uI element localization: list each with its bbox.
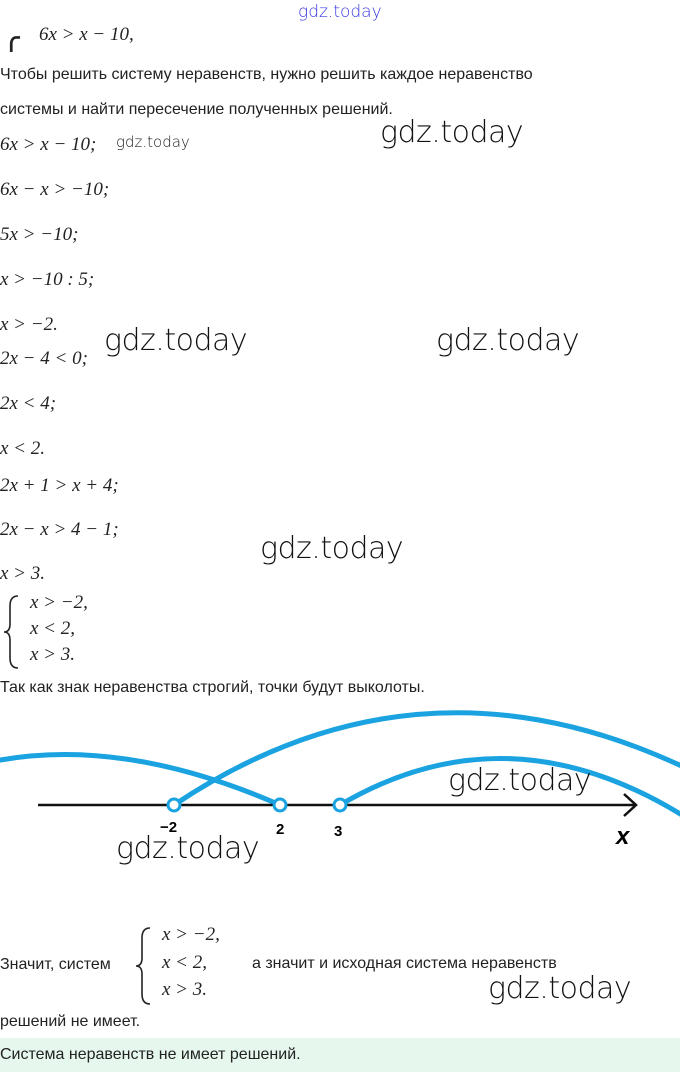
axis-label: x	[614, 823, 631, 850]
open-point	[272, 797, 288, 813]
note: Так как знак неравенства строгий, точки …	[0, 679, 425, 696]
open-point	[332, 797, 348, 813]
conclusion-end: решений не имеет.	[0, 1013, 141, 1030]
watermark: gdz.today	[436, 323, 580, 358]
top-system-line: 6x > x − 10,	[38, 24, 134, 45]
step: 5x > −10;	[0, 224, 79, 245]
intro-line-1: Чтобы решить систему неравенств, нужно р…	[0, 66, 533, 83]
step: x > −2.	[0, 314, 58, 335]
point-label: 3	[334, 823, 342, 840]
brace: ⎧	[0, 38, 23, 52]
top-system: ⎧ 6x > x − 10,	[0, 24, 134, 52]
step: 2x − 4 < 0;	[0, 348, 88, 369]
axis-arrow-icon	[623, 793, 638, 817]
watermark: gdz.today	[260, 531, 404, 566]
conclusion-suffix: а значит и исходная система неравенств	[252, 955, 557, 972]
answer-text: Система неравенств не имеет решений.	[0, 1046, 301, 1063]
point-label: 2	[276, 821, 284, 838]
number-line-diagram: −2 2 3 x	[0, 710, 680, 850]
arc-x-gt-3	[338, 756, 680, 817]
step: 6x − x > −10;	[0, 179, 110, 200]
system-line: x > 3.	[162, 979, 208, 1000]
watermark: gdz.today	[116, 831, 260, 866]
system-line: x < 2,	[162, 952, 208, 973]
watermark: gdz.today	[380, 115, 524, 150]
answer-box: Система неравенств не имеет решений.	[0, 1038, 680, 1072]
watermark-small: gdz.today	[116, 133, 190, 151]
step: 6x > x − 10;	[0, 134, 97, 155]
brace	[3, 595, 19, 669]
watermark: gdz.today	[448, 763, 592, 798]
watermark: gdz.today	[488, 971, 632, 1006]
arc-x-gt-minus-2	[172, 710, 680, 808]
step: x > 3.	[0, 563, 46, 584]
watermark: gdz.today	[104, 323, 248, 358]
point-label: −2	[160, 819, 177, 836]
step: 2x + 1 > x + 4;	[0, 475, 119, 496]
system-line: x > −2,	[30, 592, 88, 613]
intro-line-2: системы и найти пересечение полученных р…	[0, 101, 393, 118]
step: x > −10 : 5;	[0, 269, 95, 290]
step: 2x − x > 4 − 1;	[0, 519, 119, 540]
brace	[135, 927, 151, 1005]
system-line: x > −2,	[162, 924, 220, 945]
watermark-top: gdz.today	[298, 2, 382, 22]
arc-x-lt-2	[0, 751, 282, 808]
system-line: x > 3.	[30, 644, 76, 665]
step: x < 2.	[0, 438, 46, 459]
open-point	[166, 797, 182, 813]
system-line: x < 2,	[30, 618, 76, 639]
step: 2x < 4;	[0, 393, 57, 414]
conclusion-prefix: Значит, систем	[0, 956, 111, 973]
